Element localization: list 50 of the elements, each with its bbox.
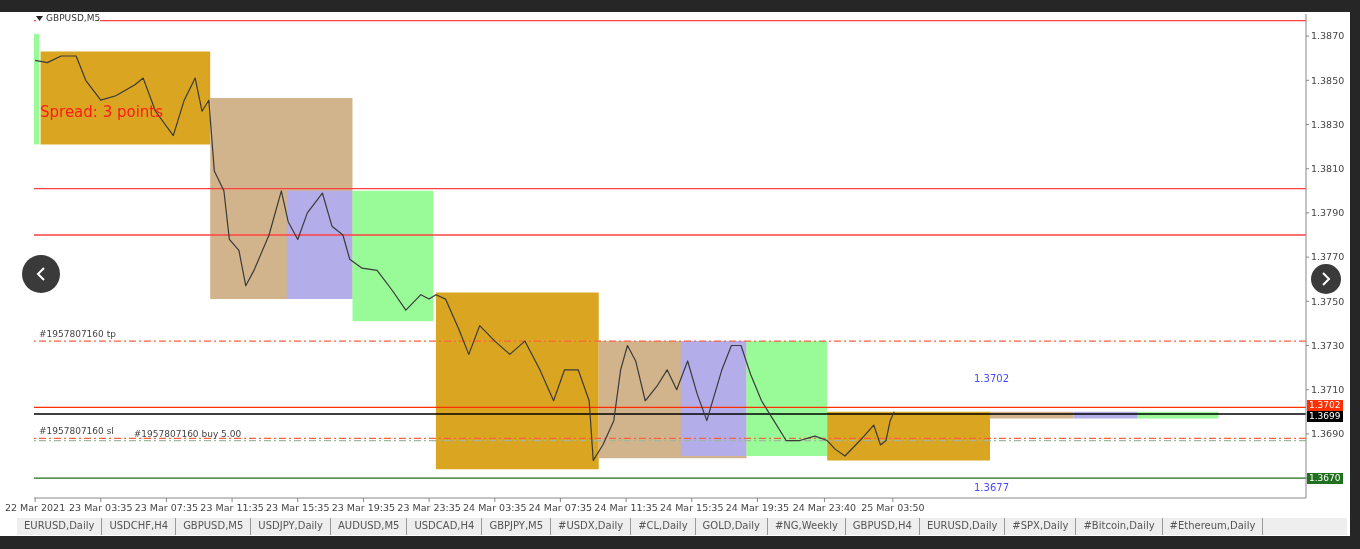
text: #NG,Weekly <box>767 518 846 535</box>
annotation: 1.3677 <box>974 482 1009 493</box>
text: #USDX,Daily <box>551 518 632 535</box>
y-tick-label: 1.3730 <box>1311 339 1345 351</box>
ref-line-label: 1.3699 <box>1307 410 1343 422</box>
x-tick-label: 23 Mar 03:35 <box>69 501 133 513</box>
text: GBPJPY,M5 <box>482 518 552 535</box>
x-tick-label: 25 Mar 03:50 <box>861 501 925 513</box>
text: USDCHF,H4 <box>102 518 177 535</box>
x-tick-label: 23 Mar 07:35 <box>134 501 199 513</box>
x-tick-label: 24 Mar 07:35 <box>528 501 593 513</box>
text: EURUSD,Daily <box>919 518 1006 535</box>
y-tick-label: 1.3750 <box>1311 295 1345 307</box>
text: #Bitcoin,Daily <box>1076 518 1163 535</box>
text: EURUSD,Daily <box>17 518 103 535</box>
x-tick-label: 24 Mar 23:40 <box>792 501 857 513</box>
text: GBPUSD,M5 <box>176 518 252 535</box>
y-tick-label: 1.3710 <box>1311 384 1345 396</box>
ref-line-label: 1.3670 <box>1307 472 1343 484</box>
x-tick-label: 23 Mar 15:35 <box>266 501 330 513</box>
x-tick-label: 23 Mar 19:35 <box>331 501 396 513</box>
chart-title: GBPUSD,M5 <box>46 13 101 23</box>
text: USDCAD,H4 <box>407 518 483 535</box>
x-tick-label: 22 Mar 2021 <box>4 501 66 513</box>
x-tick-label: 24 Mar 15:35 <box>660 501 724 513</box>
y-tick-label: 1.3690 <box>1311 428 1345 440</box>
ref-line-label: #1957807160 tp <box>39 329 116 340</box>
ref-line-label: #1957807160 sl <box>39 426 114 437</box>
line-series <box>34 55 895 462</box>
x-tick-label: 24 Mar 19:35 <box>725 501 790 513</box>
text: GBPUSD,H4 <box>845 518 920 535</box>
y-tick-label: 1.3790 <box>1311 207 1345 219</box>
y-tick-label: 1.3770 <box>1311 251 1345 263</box>
x-tick-label: 23 Mar 23:35 <box>397 501 461 513</box>
ref-line-label: 1.3702 <box>1307 399 1343 411</box>
x-tick-label: 23 Mar 11:35 <box>200 501 264 513</box>
y-tick-label: 1.3870 <box>1311 30 1345 42</box>
text: GOLD,Daily <box>695 518 768 535</box>
ref-line-label: #1957807160 buy 5.00 <box>133 428 242 439</box>
annotation: 1.3702 <box>974 373 1009 384</box>
text: #Ethereum,Daily <box>1162 518 1264 535</box>
y-tick-label: 1.3830 <box>1311 118 1345 130</box>
text: #CL,Daily <box>631 518 696 535</box>
text: USDJPY,Daily <box>251 518 332 535</box>
y-tick-label: 1.3850 <box>1311 74 1345 86</box>
y-tick-label: 1.3810 <box>1311 163 1345 175</box>
text: AUDUSD,M5 <box>331 518 408 535</box>
x-tick-label: 24 Mar 03:35 <box>463 501 527 513</box>
text: #SPX,Daily <box>1005 518 1077 535</box>
x-tick-label: 24 Mar 11:35 <box>594 501 658 513</box>
